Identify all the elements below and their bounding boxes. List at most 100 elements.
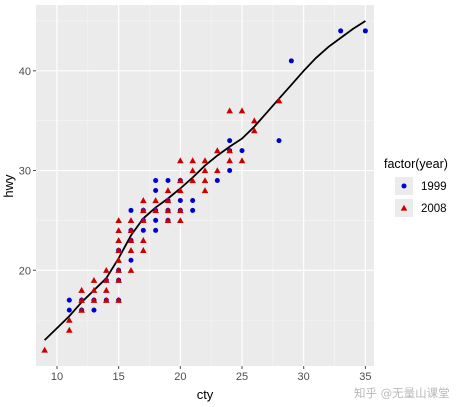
point-1999 [165,178,171,184]
point-2008 [115,237,122,243]
point-1999 [153,227,159,233]
legend-keys [395,177,413,217]
x-tick-label: 25 [236,371,248,383]
point-2008 [164,207,172,214]
point-1999 [66,307,72,313]
legend: factor(year) 1999 2008 [384,157,448,217]
x-tick-labels: 10 15 20 25 30 35 [51,371,372,383]
point-2008 [189,157,196,164]
x-tick-label: 35 [359,371,371,383]
point-2008 [115,247,122,253]
point-2008 [140,237,147,243]
point-2008 [140,197,147,204]
point-2008 [201,187,209,194]
point-2008 [115,256,122,263]
point-2008 [127,247,135,253]
point-2008 [238,157,246,164]
legend-key-1999 [401,183,407,189]
y-axis-title: hwy [1,174,16,198]
point-2008 [115,276,122,283]
point-2008 [201,157,209,164]
watermark: 知乎 @无量山课堂 [354,386,450,400]
point-2008 [115,227,122,234]
point-2008 [90,276,98,283]
point-1999 [153,187,159,193]
point-1999 [227,168,233,174]
axis-ticks [33,70,366,369]
point-2008 [177,177,184,184]
point-2008 [78,306,85,313]
point-2008 [177,157,184,164]
point-2008 [103,286,110,293]
point-1999 [91,307,97,313]
y-tick-labels: 20 30 40 [19,66,31,277]
point-1999 [66,297,72,303]
point-2008 [238,107,246,114]
point-2008 [226,107,233,114]
smooth-line [43,20,366,341]
point-2008 [103,276,110,283]
minor-gridlines [36,5,374,366]
point-2008 [140,207,147,214]
legend-key-2008 [400,204,408,211]
legend-title: factor(year) [384,157,448,171]
point-2008 [115,296,122,303]
point-2008 [127,227,135,234]
point-2008 [177,207,184,214]
point-2008 [78,286,85,293]
point-2008 [115,217,122,224]
point-2008 [275,97,283,104]
point-2008 [103,296,110,303]
point-2008 [127,237,135,243]
point-2008 [127,217,135,224]
legend-label-1999: 1999 [421,181,447,193]
point-2008 [226,147,233,154]
y-tick-label: 20 [19,265,31,277]
point-1999 [214,178,220,184]
point-2008 [177,217,184,224]
point-1999 [276,138,282,144]
x-tick-label: 15 [113,371,125,383]
point-2008 [90,286,98,293]
point-2008 [66,316,73,323]
point-2008 [115,266,122,273]
point-2008 [127,266,135,273]
point-2008 [201,167,209,174]
points-layer [41,28,368,353]
point-1999 [128,257,134,263]
point-1999 [227,138,233,144]
y-tick-label: 40 [19,66,31,78]
point-1999 [128,207,134,213]
point-1999 [362,28,368,34]
point-1999 [288,58,294,64]
point-1999 [239,148,245,154]
point-2008 [251,127,258,134]
point-2008 [189,167,196,174]
point-2008 [103,266,110,273]
legend-label-2008: 2008 [421,203,447,215]
point-2008 [140,247,147,253]
point-2008 [41,346,48,353]
point-2008 [140,217,147,224]
point-2008 [251,117,258,124]
x-tick-label: 10 [51,371,63,383]
x-axis-title: cty [197,387,214,402]
point-2008 [78,296,85,303]
x-tick-label: 20 [174,371,186,383]
point-1999 [190,197,196,203]
point-2008 [214,167,221,174]
point-1999 [177,197,183,203]
point-2008 [66,326,73,333]
smooth-line-layer [43,20,366,341]
point-2008 [201,177,209,184]
point-2008 [164,187,172,194]
point-2008 [177,187,184,194]
point-2008 [214,147,221,154]
point-2008 [152,207,159,214]
point-1999 [190,207,196,213]
point-2008 [164,217,172,224]
point-1999 [153,178,159,184]
point-1999 [140,227,146,233]
panel-background [36,5,374,366]
